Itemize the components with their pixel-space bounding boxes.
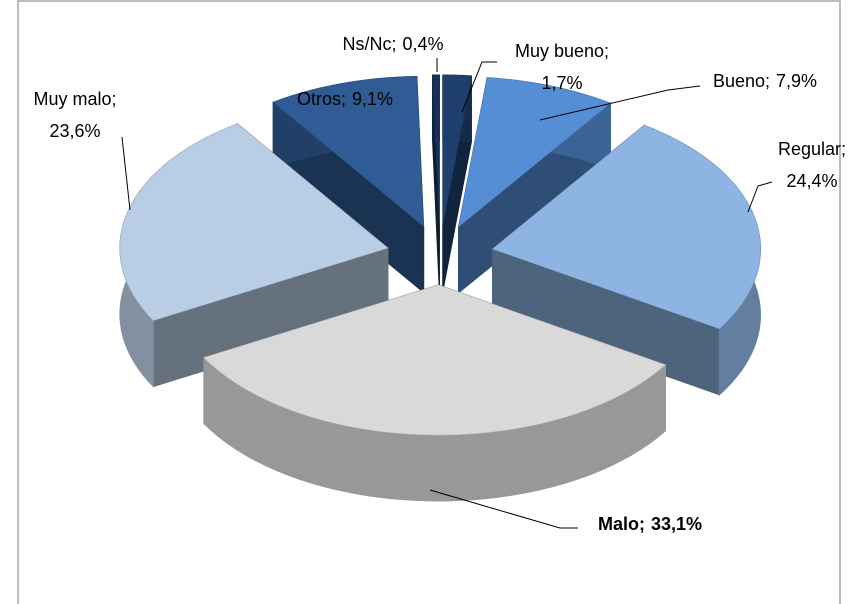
label-value: 23,6% (49, 121, 100, 141)
data-label: Muy bueno; 1,7% (515, 41, 609, 93)
slice-top (458, 77, 611, 228)
label-category: Muy bueno; (515, 41, 609, 61)
slice-top (203, 284, 666, 436)
slice (119, 122, 389, 388)
label-category: Muy malo; (33, 89, 116, 109)
chart-frame (17, 0, 841, 604)
data-label: Muy malo; 23,6% (33, 89, 116, 141)
labels: Muy bueno; 1,7% Bueno; 7,9% Regular; 24,4% Mal… (33, 34, 846, 534)
label-category: Regular; (778, 139, 846, 159)
data-label: Bueno; 7,9% (713, 71, 817, 91)
label-value: 7,9% (776, 71, 817, 91)
slice-top (119, 123, 389, 321)
data-label: Regular; 24,4% (778, 139, 846, 191)
leader-line (121, 136, 131, 211)
label-category: Ns/Nc; (342, 34, 396, 54)
slice (203, 284, 666, 502)
pie (119, 74, 761, 502)
slice-top (491, 125, 761, 330)
label-category: Malo; (598, 514, 645, 534)
data-label: Ns/Nc; 0,4% (342, 34, 443, 54)
label-value: 33,1% (651, 514, 702, 534)
slice-top (432, 74, 440, 226)
leader-line (461, 61, 497, 113)
label-value: 9,1% (352, 89, 393, 109)
label-value: 1,7% (541, 73, 582, 93)
leader-line (429, 489, 578, 529)
label-category: Otros; (297, 89, 346, 109)
label-value: 0,4% (402, 34, 443, 54)
slice (491, 124, 761, 396)
label-value: 24,4% (786, 171, 837, 191)
slice (442, 74, 472, 292)
leader-line (747, 181, 773, 213)
data-label: Malo; 33,1% (598, 514, 702, 534)
label-category: Bueno; (713, 71, 770, 91)
leader-line (539, 85, 701, 121)
slice-top (272, 76, 424, 227)
slice (272, 75, 425, 294)
slice (432, 74, 440, 292)
slice-top (442, 74, 472, 226)
data-label: Otros; 9,1% (297, 89, 393, 109)
